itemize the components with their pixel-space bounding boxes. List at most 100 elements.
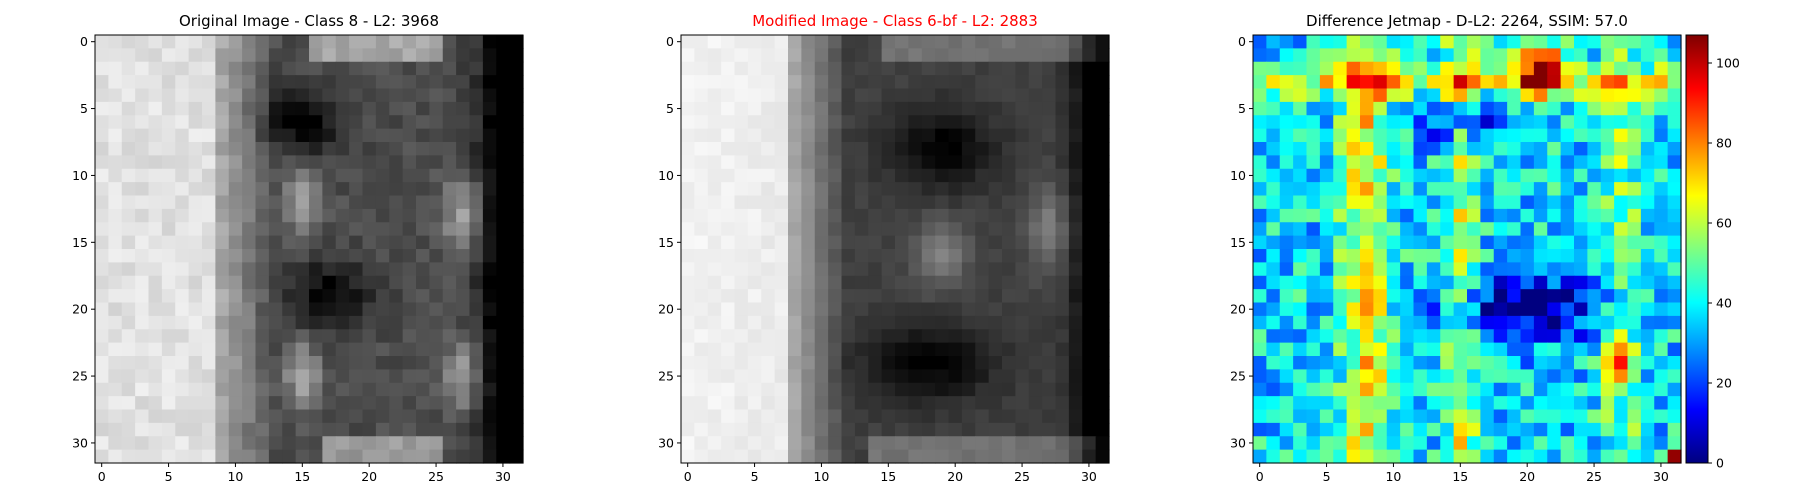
- pixel-cell: [309, 329, 323, 344]
- pixel-cell: [416, 329, 430, 344]
- pixel-cell: [1426, 436, 1441, 451]
- pixel-cell: [255, 195, 270, 210]
- pixel-cell: [1279, 356, 1294, 370]
- pixel-cell: [322, 262, 337, 277]
- pixel-cell: [1015, 142, 1030, 156]
- pixel-cell: [1082, 88, 1097, 103]
- pixel-cell: [801, 208, 816, 223]
- pixel-cell: [1028, 302, 1043, 317]
- pixel-cell: [1614, 302, 1629, 317]
- pixel-cell: [148, 315, 163, 330]
- pixel-cell: [482, 329, 497, 344]
- pixel-cell: [335, 61, 350, 76]
- pixel-cell: [188, 155, 203, 170]
- pixel-cell: [1266, 182, 1281, 197]
- pixel-cell: [1373, 222, 1388, 237]
- pixel-cell: [362, 142, 377, 156]
- pixel-cell: [788, 101, 802, 116]
- pixel-cell: [1319, 195, 1334, 210]
- pixel-cell: [1520, 128, 1535, 143]
- pixel-cell: [188, 35, 203, 49]
- pixel-cell: [202, 449, 216, 464]
- pixel-cell: [188, 289, 203, 304]
- pixel-cell: [774, 115, 789, 130]
- pixel-cell: [108, 262, 123, 277]
- pixel-cell: [375, 128, 390, 143]
- pixel-cell: [1614, 409, 1629, 424]
- pixel-cell: [1614, 61, 1629, 76]
- pixel-cell: [1600, 382, 1615, 397]
- pixel-cell: [1279, 75, 1294, 90]
- pixel-cell: [215, 155, 230, 170]
- pixel-cell: [1667, 35, 1682, 49]
- pixel-cell: [416, 356, 430, 370]
- pixel-cell: [175, 369, 190, 384]
- pixel-cell: [509, 275, 524, 290]
- pixel-cell: [761, 422, 776, 437]
- pixel-cell: [1600, 101, 1615, 116]
- pixel-cell: [362, 449, 377, 464]
- pixel-cell: [322, 195, 337, 210]
- pixel-cell: [854, 115, 869, 130]
- pixel-cell: [1627, 208, 1642, 223]
- pixel-cell: [1507, 289, 1522, 304]
- pixel-cell: [469, 75, 484, 90]
- pixel-cell: [828, 168, 843, 183]
- pixel-cell: [1560, 88, 1575, 103]
- pixel-cell: [734, 155, 749, 170]
- pixel-cell: [282, 315, 297, 330]
- pixel-cell: [135, 208, 150, 223]
- pixel-cell: [242, 409, 257, 424]
- pixel-cell: [1068, 449, 1083, 464]
- pixel-cell: [814, 249, 829, 263]
- pixel-cell: [496, 182, 511, 197]
- pixel-cell: [255, 182, 270, 197]
- pixel-cell: [854, 275, 869, 290]
- pixel-cell: [1253, 142, 1267, 156]
- x-tick-label: 5: [165, 469, 173, 484]
- pixel-cell: [95, 88, 109, 103]
- pixel-cell: [295, 436, 310, 451]
- pixel-cell: [1467, 208, 1481, 223]
- pixel-cell: [1480, 262, 1495, 277]
- pixel-cell: [161, 329, 176, 344]
- pixel-cell: [1413, 262, 1428, 277]
- pixel-cell: [1015, 342, 1030, 357]
- pixel-cell: [135, 155, 150, 170]
- pixel-cell: [121, 61, 136, 76]
- pixel-cell: [1253, 342, 1267, 357]
- pixel-cell: [1373, 289, 1388, 304]
- pixel-cell: [1333, 101, 1348, 116]
- pixel-cell: [1333, 88, 1348, 103]
- pixel-cell: [1279, 449, 1294, 464]
- pixel-cell: [1028, 422, 1043, 437]
- pixel-cell: [694, 289, 709, 304]
- pixel-cell: [828, 275, 843, 290]
- pixel-cell: [202, 235, 216, 250]
- pixel-cell: [1028, 88, 1043, 103]
- pixel-cell: [1042, 128, 1057, 143]
- pixel-cell: [921, 396, 936, 411]
- pixel-cell: [1333, 208, 1348, 223]
- pixel-cell: [1068, 235, 1083, 250]
- pixel-cell: [1002, 155, 1016, 170]
- pixel-cell: [854, 409, 869, 424]
- pixel-cell: [1266, 128, 1281, 143]
- pixel-cell: [1082, 275, 1097, 290]
- pixel-cell: [774, 329, 789, 344]
- pixel-cell: [681, 436, 695, 451]
- y-tick-label: 25: [1230, 369, 1246, 384]
- pixel-cell: [322, 75, 337, 90]
- pixel-cell: [1627, 142, 1642, 156]
- pixel-cell: [188, 195, 203, 210]
- pixel-cell: [375, 275, 390, 290]
- pixel-cell: [774, 275, 789, 290]
- pixel-cell: [1253, 168, 1267, 183]
- pixel-cell: [108, 101, 123, 116]
- pixel-cell: [1042, 315, 1057, 330]
- pixel-cell: [442, 289, 457, 304]
- pixel-cell: [1095, 396, 1110, 411]
- pixel-cell: [1095, 128, 1110, 143]
- pixel-cell: [1426, 142, 1441, 156]
- pixel-cell: [1493, 449, 1508, 464]
